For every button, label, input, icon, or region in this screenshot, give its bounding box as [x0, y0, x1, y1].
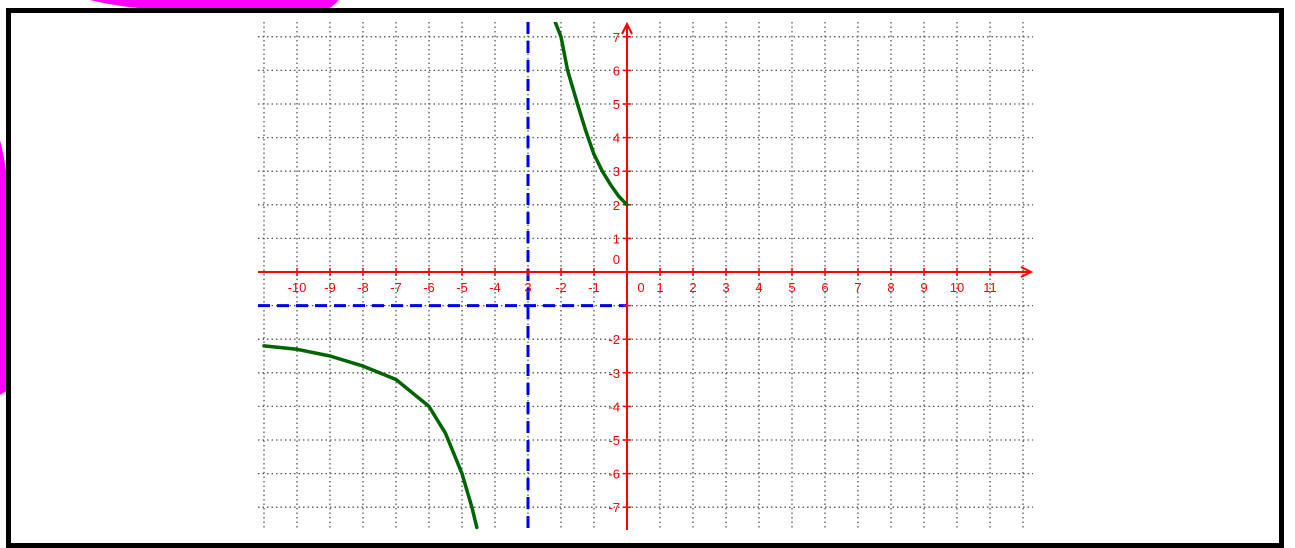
x-tick-label: 10: [950, 280, 964, 295]
y-tick-label: -6: [608, 467, 620, 482]
x-tick-label: -10: [288, 280, 307, 295]
y-tick-label: 4: [613, 131, 620, 146]
x-tick-label: -4: [489, 280, 501, 295]
tick-labels: -10 -9 -8 -7 -6 -5 -4 3 -2 -1 0 1 2 3 4 5 6 7 8 9 10 11-7-6-5…: [288, 30, 997, 515]
y-tick-label: 0: [613, 252, 620, 267]
y-tick-label: 1: [613, 231, 620, 246]
x-tick-label: 2: [689, 280, 696, 295]
x-tick-label: 5: [788, 280, 795, 295]
y-tick-label: -3: [608, 366, 620, 381]
y-tick-label: 7: [613, 30, 620, 45]
y-tick-label: 6: [613, 63, 620, 78]
x-tick-label: -2: [555, 280, 567, 295]
y-tick-label: 3: [613, 164, 620, 179]
axes: [258, 22, 1033, 530]
y-tick-label: 5: [613, 97, 620, 112]
grid: [258, 22, 1033, 530]
x-tick-label: -5: [456, 280, 468, 295]
function-graph: -10 -9 -8 -7 -6 -5 -4 3 -2 -1 0 1 2 3 4 5 6 7 8 9 10 11-7-6-5…: [258, 22, 1033, 530]
x-tick-label: -9: [324, 280, 336, 295]
x-tick-label: 0: [637, 280, 644, 295]
x-tick-label: 6: [821, 280, 828, 295]
y-axis-arrow: [621, 22, 633, 35]
y-tick-label: 2: [613, 198, 620, 213]
x-tick-label: 9: [920, 280, 927, 295]
x-tick-label: 1: [656, 280, 663, 295]
x-tick-label: -1: [588, 280, 600, 295]
x-tick-label: -8: [357, 280, 369, 295]
x-tick-label: 11: [983, 280, 997, 295]
x-axis-arrow: [1020, 266, 1033, 278]
x-tick-label: 7: [854, 280, 861, 295]
y-tick-label: -5: [608, 433, 620, 448]
upper-branch-curve: [553, 22, 629, 207]
magenta-blob-top: [90, 0, 339, 11]
curves: [262, 22, 629, 530]
x-tick-label: 8: [887, 280, 894, 295]
y-tick-label: -2: [608, 332, 620, 347]
x-tick-label: -7: [390, 280, 402, 295]
asymptotes: [258, 22, 627, 530]
y-tick-label: -4: [608, 399, 620, 414]
x-tick-label: 3: [524, 280, 531, 295]
x-tick-label: -6: [423, 280, 435, 295]
y-tick-label: -7: [608, 500, 620, 515]
x-tick-label: 4: [755, 280, 762, 295]
x-tick-label: 3: [722, 280, 729, 295]
lower-branch-curve: [262, 344, 479, 530]
